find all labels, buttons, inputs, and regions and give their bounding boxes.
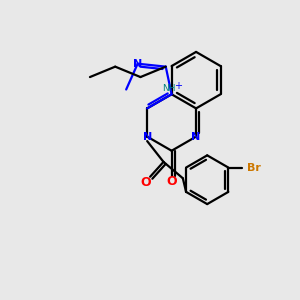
Text: Br: Br [247, 163, 261, 172]
Text: O: O [166, 176, 177, 188]
Text: N: N [142, 132, 152, 142]
Text: N: N [133, 59, 142, 69]
Text: N: N [191, 132, 201, 142]
Text: NH: NH [163, 84, 176, 93]
Text: O: O [140, 176, 151, 189]
Text: +: + [174, 81, 182, 91]
